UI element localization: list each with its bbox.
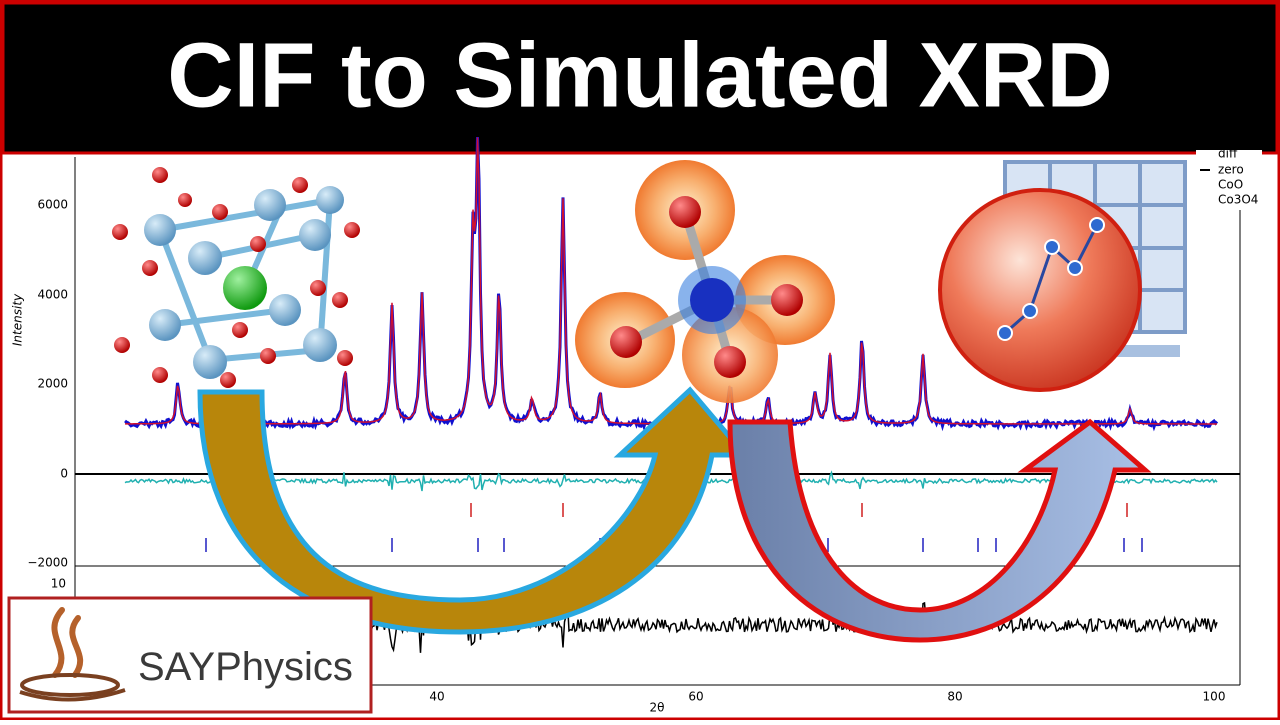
header [1, 1, 1279, 155]
chart-icon [938, 160, 1187, 392]
title: CIF to Simulated XRD [167, 24, 1113, 126]
legend-entry: diff [1218, 147, 1238, 161]
molecule [575, 160, 835, 403]
y-tick-label: −2000 [27, 556, 68, 570]
y-tick-label: 4000 [37, 288, 68, 302]
y-tick-label: 0 [60, 467, 68, 481]
x-tick-label: 40 [429, 690, 444, 704]
legend-entry: Co3O4 [1218, 193, 1258, 207]
legend [1196, 150, 1262, 210]
x-label: 2θ [650, 701, 665, 715]
legend-entry: zero [1218, 163, 1244, 177]
x-tick-label: 100 [1203, 690, 1226, 704]
y-tick-label: 10 [51, 577, 66, 591]
logo: SAYPhysics [7, 596, 373, 714]
crystal-structure [112, 167, 360, 388]
y-tick-label: 6000 [37, 198, 68, 212]
y-label: Intensity [11, 293, 25, 346]
y-tick-label: 2000 [37, 377, 68, 391]
x-tick-label: 80 [947, 690, 962, 704]
arrow [727, 418, 1152, 643]
logo-text: SAYPhysics [138, 645, 353, 689]
legend-entry: CoO [1218, 178, 1243, 192]
x-tick-label: 60 [688, 690, 703, 704]
